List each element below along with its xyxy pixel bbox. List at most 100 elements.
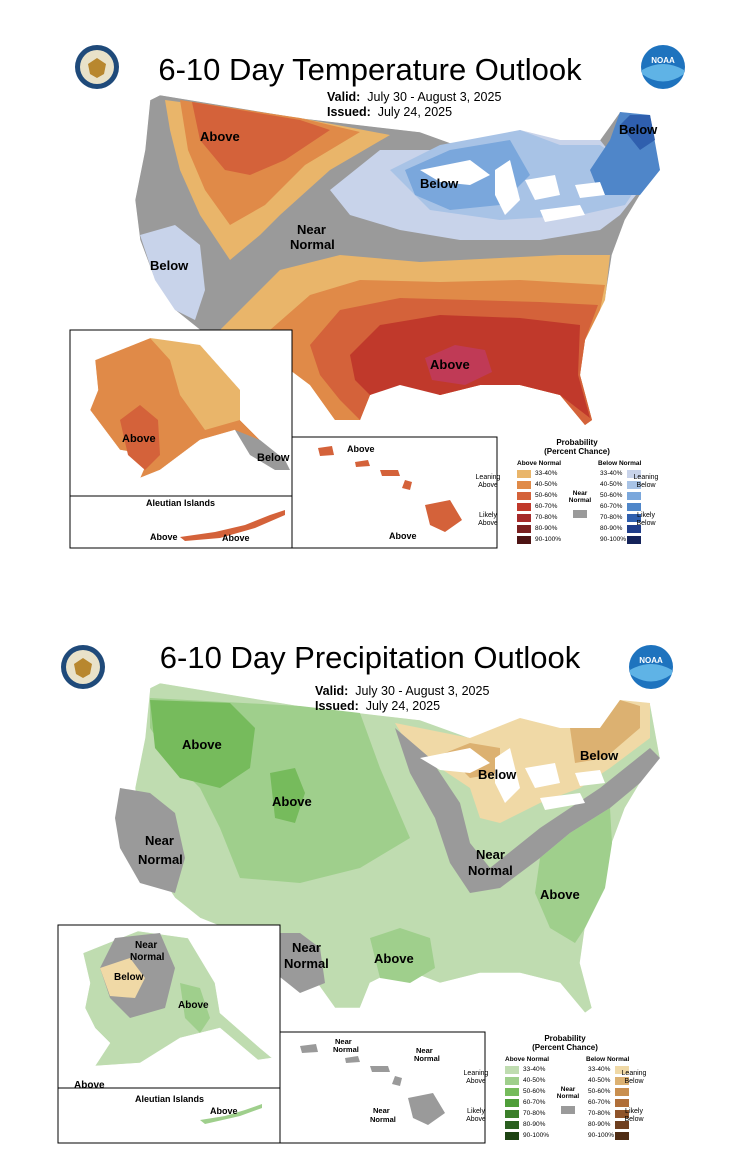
legend-above-range: 80-90%	[523, 1121, 546, 1128]
above-gulf-70-region	[425, 345, 492, 385]
great-lakes	[420, 748, 605, 810]
legend-above-header: Above Normal	[505, 1056, 550, 1063]
above-south-40-region	[370, 928, 435, 983]
legend-title: Probability (Percent Chance)	[544, 438, 610, 456]
legend-leaning-above: Leaning Above	[475, 474, 501, 489]
legend-below-range: 60-70%	[588, 1099, 611, 1106]
legend-below-range: 33-40%	[600, 470, 623, 477]
legend-leaning-above: Leaning Above	[463, 1070, 489, 1085]
legend-below-swatch	[627, 536, 641, 544]
precipitation-outlook-panel: Above Above Near Normal Above Near Norma…	[0, 588, 740, 1176]
issued-row: Issued: July 24, 2025	[327, 105, 453, 119]
legend-leaning-below: Leaning Below	[633, 474, 659, 489]
label-near-tx-2: Normal	[284, 956, 329, 971]
legend-above-range: 33-40%	[535, 470, 558, 477]
legend-above-range: 70-80%	[523, 1110, 546, 1117]
label-below-ne: Below	[619, 122, 658, 137]
legend-above-range: 33-40%	[523, 1066, 546, 1073]
label-aleut-above-1: Above	[150, 532, 178, 542]
label-hi-near-c-2: Normal	[370, 1115, 396, 1124]
label-above-nw: Above	[182, 737, 222, 752]
label-ak-below: Below	[114, 972, 144, 983]
legend-above-swatch	[505, 1077, 519, 1085]
valid-row: Valid: July 30 - August 3, 2025	[327, 90, 502, 104]
legend-above-swatch	[517, 481, 531, 489]
legend-near-normal: Near Normal	[556, 1086, 580, 1100]
issued-date: July 24, 2025	[377, 105, 453, 119]
label-hi-near-a-1: Near	[335, 1037, 352, 1046]
legend-below-swatch	[615, 1121, 629, 1129]
legend-above-swatch	[517, 536, 531, 544]
legend-likely-below: Likely Below	[636, 512, 656, 527]
legend-near-normal-swatch	[573, 510, 587, 518]
legend-above-range: 80-90%	[535, 525, 558, 532]
label-near-w-2: Normal	[138, 852, 183, 867]
legend-above-range: 40-50%	[523, 1077, 546, 1084]
label-ak-above-sw: Above	[74, 1080, 105, 1091]
hawaii-islands	[300, 1044, 445, 1125]
temperature-map: Above Near Normal Below Below Below Abov…	[69, 94, 661, 549]
label-aleut-above-2: Above	[222, 533, 250, 543]
label-above-gulf: Above	[430, 357, 470, 372]
legend-above-range: 60-70%	[523, 1099, 546, 1106]
legend-above-swatch	[505, 1132, 519, 1140]
below-west-region	[140, 225, 205, 320]
legend-below-range: 40-50%	[600, 481, 623, 488]
alaska-panhandle-gray	[235, 430, 290, 470]
page-title: 6-10 Day Temperature Outlook	[158, 52, 582, 87]
legend-above-range: 60-70%	[535, 503, 558, 510]
legend-above-range: 70-80%	[535, 514, 558, 521]
legend-above-range: 90-100%	[535, 536, 562, 543]
legend-below-range: 70-80%	[588, 1110, 611, 1117]
legend-below-swatch	[627, 470, 641, 478]
legend-below-header: Below Normal	[586, 1056, 630, 1063]
legend-above-swatch	[517, 514, 531, 522]
label-hi-near-a-2: Normal	[333, 1045, 359, 1054]
svg-text:NOAA: NOAA	[639, 656, 663, 665]
alaska-below-region	[100, 958, 145, 998]
label-ak-above: Above	[122, 433, 156, 445]
above-nw-50-region	[150, 700, 255, 788]
legend-below-range: 50-60%	[588, 1088, 611, 1095]
legend-below-swatch	[615, 1066, 629, 1074]
label-ak-near-2: Normal	[130, 952, 165, 963]
label-ak-above: Above	[178, 1000, 209, 1011]
legend-above-swatch	[517, 470, 531, 478]
label-below-lakes: Below	[478, 767, 517, 782]
great-lakes	[420, 160, 605, 222]
svg-text:NOAA: NOAA	[651, 56, 675, 65]
label-ak-below: Below	[257, 452, 290, 464]
label-hi-above-1: Above	[347, 444, 375, 454]
legend-near-normal-swatch	[561, 1106, 575, 1114]
label-above-nw: Above	[200, 129, 240, 144]
precipitation-map: Above Above Near Normal Above Near Norma…	[57, 682, 661, 1144]
legend-near-normal: Near Normal	[568, 490, 592, 504]
legend-above-swatch	[505, 1121, 519, 1129]
alaska-above-strong-region	[120, 405, 160, 470]
below-ne-strong-region	[620, 115, 655, 150]
label-above-wy: Above	[272, 794, 312, 809]
label-near-normal-2: Normal	[290, 237, 335, 252]
legend-above-swatch	[505, 1110, 519, 1118]
aleutian-chain	[180, 510, 285, 541]
legend-likely-above: Likely Above	[466, 1108, 486, 1123]
label-near-w-1: Near	[145, 833, 174, 848]
label-ak-near-1: Near	[135, 940, 157, 951]
above-nw-50-region	[192, 102, 330, 175]
legend-below-range: 90-100%	[600, 536, 627, 543]
legend-below-range: 33-40%	[588, 1066, 611, 1073]
alaska-leaning-region	[150, 338, 240, 430]
hawaii-islands	[318, 446, 462, 532]
legend-below-swatch	[615, 1099, 629, 1107]
valid-date: July 30 - August 3, 2025	[355, 684, 490, 698]
near-normal-west-region	[115, 788, 185, 893]
noaa-logo-icon: NOAA	[629, 645, 673, 689]
legend-above-swatch	[517, 525, 531, 533]
valid-row: Valid: July 30 - August 3, 2025	[315, 684, 490, 698]
label-aleut-above: Above	[210, 1106, 238, 1116]
legend-above-range: 50-60%	[523, 1088, 546, 1095]
label-near-oh-2: Normal	[468, 863, 513, 878]
page-title: 6-10 Day Precipitation Outlook	[159, 640, 581, 675]
below-lakes-40-region	[445, 700, 640, 778]
legend-above-range: 90-100%	[523, 1132, 550, 1139]
